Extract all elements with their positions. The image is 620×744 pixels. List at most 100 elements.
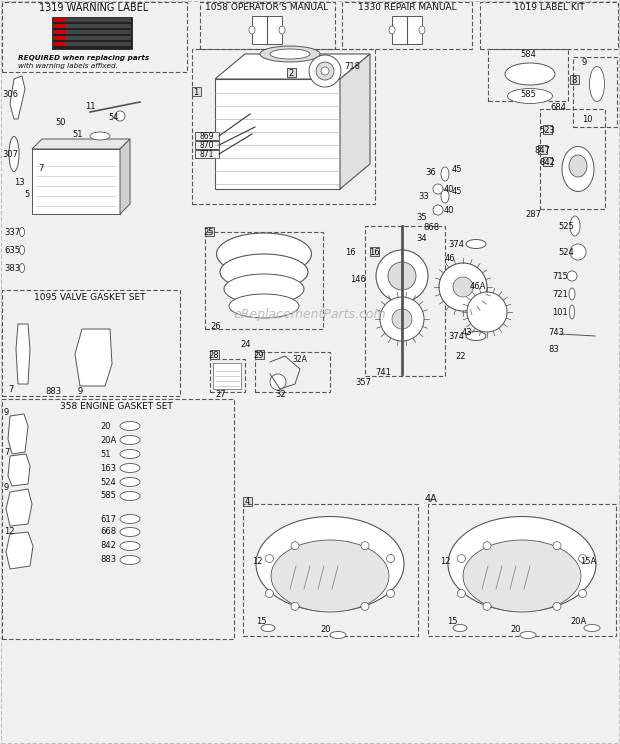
Bar	[200, 2, 335, 49]
Text: 9: 9	[4, 408, 9, 417]
Bar	[192, 87, 201, 96]
Bar	[195, 132, 219, 140]
Text: 146: 146	[350, 275, 366, 283]
Circle shape	[361, 542, 369, 550]
Text: 36: 36	[425, 167, 436, 176]
Ellipse shape	[463, 540, 581, 612]
Ellipse shape	[120, 464, 140, 472]
Circle shape	[567, 271, 577, 281]
Text: 15: 15	[256, 618, 267, 626]
Circle shape	[578, 589, 587, 597]
Circle shape	[483, 542, 491, 550]
Text: with warning labels affixed.: with warning labels affixed.	[18, 63, 118, 69]
Bar	[342, 2, 472, 49]
Ellipse shape	[584, 624, 600, 632]
Text: 163: 163	[100, 464, 116, 472]
Circle shape	[361, 603, 369, 610]
Text: 617: 617	[100, 515, 116, 524]
Text: 869: 869	[200, 132, 215, 141]
Text: 1319 WARNING LABEL: 1319 WARNING LABEL	[40, 3, 149, 13]
Text: 337: 337	[4, 228, 20, 237]
Ellipse shape	[120, 449, 140, 458]
Circle shape	[115, 111, 125, 121]
Text: 1: 1	[193, 88, 198, 97]
Bar	[392, 16, 422, 44]
Text: 306: 306	[2, 89, 18, 98]
Ellipse shape	[120, 527, 140, 536]
Text: 842: 842	[539, 158, 555, 167]
Bar	[2, 290, 180, 396]
Text: 524: 524	[100, 478, 116, 487]
Ellipse shape	[220, 254, 308, 290]
Text: 20: 20	[100, 422, 110, 431]
Polygon shape	[120, 139, 130, 214]
Text: 32A: 32A	[292, 354, 307, 364]
Bar	[213, 363, 241, 389]
Bar	[192, 49, 375, 204]
Bar	[53, 36, 65, 40]
Text: 721: 721	[552, 289, 568, 298]
Polygon shape	[16, 324, 30, 384]
Ellipse shape	[570, 216, 580, 236]
Text: 4A: 4A	[425, 494, 438, 504]
Circle shape	[458, 589, 466, 597]
Text: 40: 40	[444, 185, 454, 193]
Text: 718: 718	[344, 62, 360, 71]
Text: 524: 524	[558, 248, 574, 257]
Text: 5: 5	[24, 190, 29, 199]
Text: 24: 24	[240, 339, 250, 348]
Text: 8: 8	[571, 75, 577, 85]
Circle shape	[316, 62, 334, 80]
Text: 43: 43	[462, 327, 472, 336]
Bar	[573, 57, 617, 127]
Text: 883: 883	[45, 386, 61, 396]
Bar	[252, 16, 282, 44]
Text: 374: 374	[448, 240, 464, 248]
Bar	[53, 24, 65, 28]
Text: 46A: 46A	[470, 281, 486, 290]
Bar	[480, 2, 618, 49]
Circle shape	[578, 554, 587, 562]
Circle shape	[321, 67, 329, 75]
Bar	[53, 36, 131, 40]
Ellipse shape	[90, 132, 110, 140]
Text: 12: 12	[252, 557, 262, 566]
Circle shape	[291, 603, 299, 610]
Ellipse shape	[120, 422, 140, 431]
Text: 1330 REPAIR MANUAL: 1330 REPAIR MANUAL	[358, 2, 456, 11]
Text: 7: 7	[38, 164, 43, 173]
Text: 9: 9	[582, 57, 587, 66]
Ellipse shape	[570, 305, 575, 319]
Text: 357: 357	[355, 377, 371, 386]
Bar	[2, 399, 234, 639]
Text: 635: 635	[4, 246, 20, 254]
Text: 33: 33	[418, 191, 429, 200]
Ellipse shape	[224, 274, 304, 304]
Ellipse shape	[389, 26, 395, 34]
Circle shape	[265, 589, 273, 597]
Text: 4: 4	[244, 498, 250, 507]
Polygon shape	[340, 54, 370, 189]
Bar	[370, 247, 379, 256]
Bar	[205, 227, 214, 236]
Text: 45: 45	[452, 164, 463, 173]
Ellipse shape	[260, 46, 320, 62]
Text: 20: 20	[510, 626, 521, 635]
Text: 20A: 20A	[570, 618, 587, 626]
Text: 584: 584	[520, 50, 536, 59]
Text: 16: 16	[369, 248, 379, 257]
Bar	[488, 49, 568, 101]
Circle shape	[483, 603, 491, 610]
Circle shape	[553, 603, 561, 610]
Ellipse shape	[569, 288, 575, 300]
Text: 13: 13	[14, 178, 25, 187]
Text: 741: 741	[375, 368, 391, 376]
Ellipse shape	[508, 89, 552, 103]
Bar	[543, 125, 552, 134]
Ellipse shape	[419, 26, 425, 34]
Bar	[205, 232, 323, 329]
Circle shape	[376, 250, 428, 302]
Ellipse shape	[562, 147, 594, 191]
Text: 870: 870	[200, 141, 215, 150]
Text: 7: 7	[8, 385, 14, 394]
